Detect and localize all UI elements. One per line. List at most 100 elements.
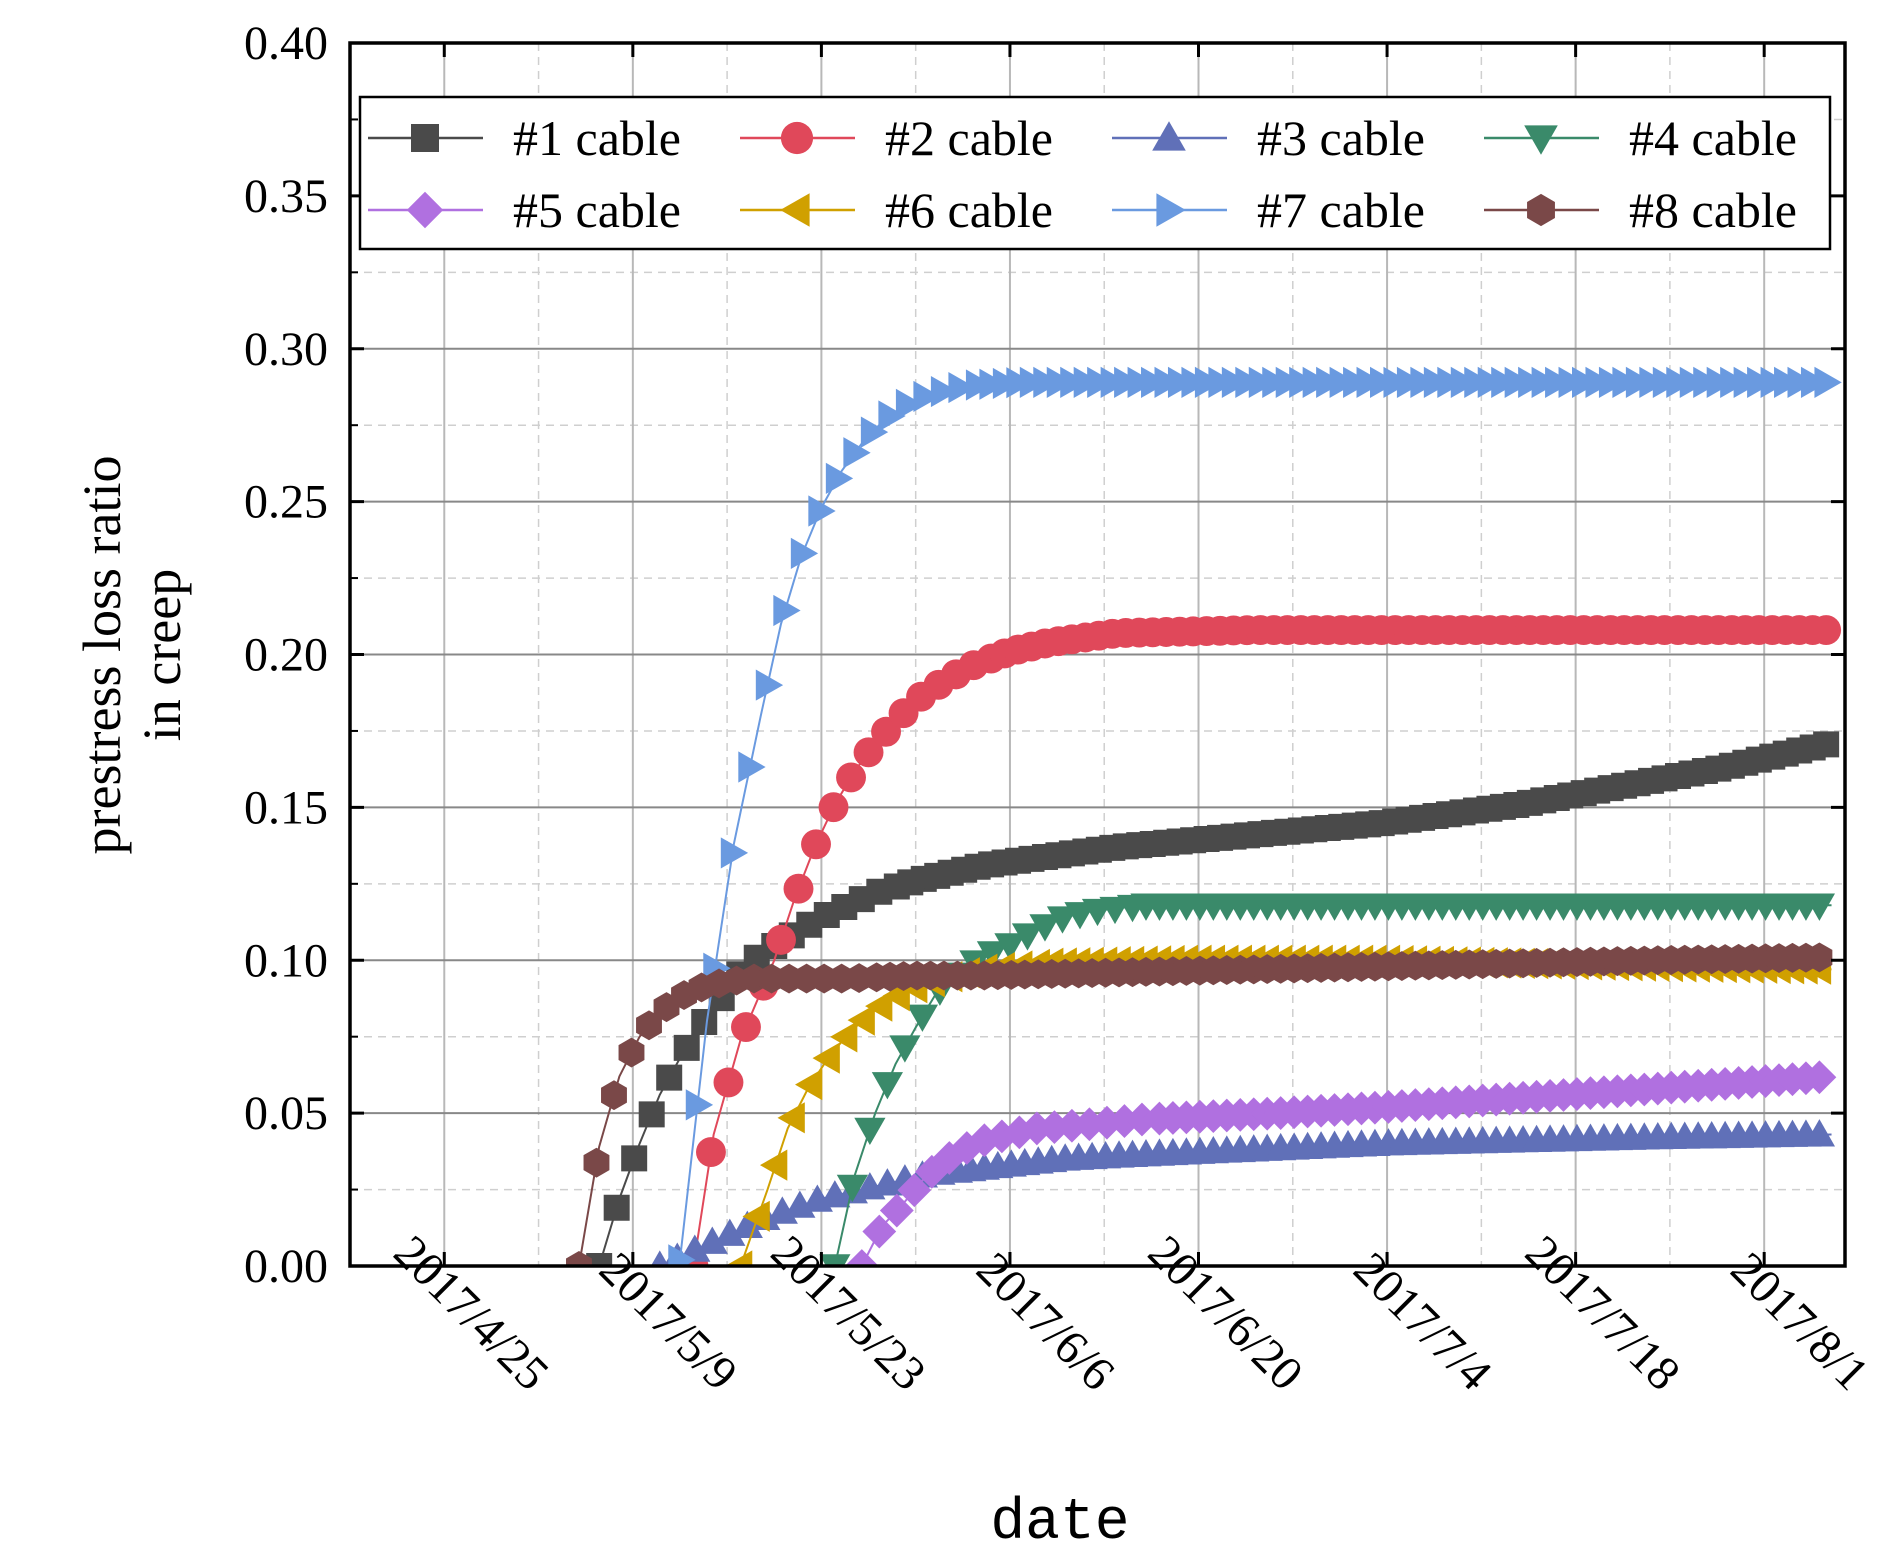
data-point [566, 1251, 592, 1266]
data-point [825, 462, 854, 494]
y-tick-label: 0.35 [244, 170, 328, 223]
legend-item-5: #5 cable [368, 182, 681, 238]
legend-marker [1524, 125, 1558, 155]
y-tick-label: 0.40 [244, 17, 328, 70]
data-point [830, 1021, 858, 1053]
legend-marker [1527, 193, 1555, 227]
data-point [967, 1123, 1002, 1158]
y-tick-label: 0.10 [244, 934, 328, 987]
data-point [777, 1102, 805, 1134]
data-point [948, 371, 976, 404]
data-point [790, 537, 819, 569]
legend-item-6: #6 cable [740, 182, 1053, 238]
series-cable-4 [819, 893, 1836, 1266]
data-point [808, 495, 836, 527]
data-point [713, 1067, 744, 1098]
data-point [913, 380, 941, 413]
y-tick-label: 0.15 [244, 781, 328, 834]
data-point [801, 829, 831, 860]
legend-label: #6 cable [885, 182, 1053, 238]
y-axis-title: prestress loss ratio in creep [72, 456, 192, 855]
data-point [836, 1174, 868, 1203]
data-point [773, 594, 801, 627]
y-axis-title-line-1: prestress loss ratio [72, 456, 132, 855]
legend-marker [1152, 121, 1186, 151]
series-cable-8 [566, 942, 1833, 1266]
legend-label: #1 cable [513, 110, 681, 166]
data-point [714, 1218, 746, 1246]
series-cable-5 [844, 1060, 1837, 1266]
data-point [724, 1250, 753, 1266]
data-point [783, 873, 814, 904]
legend-marker [411, 124, 439, 152]
data-point [621, 1145, 648, 1172]
data-point [843, 437, 871, 469]
legend-box [358, 95, 1832, 251]
y-tick-label: 0.05 [244, 1087, 328, 1140]
legend-item-3: #3 cable [1112, 110, 1425, 166]
series-layer [566, 366, 1842, 1266]
data-point [738, 751, 766, 783]
data-point [586, 1253, 613, 1266]
data-point [865, 990, 893, 1022]
data-point [860, 416, 889, 448]
data-point [795, 1068, 823, 1101]
data-point [844, 1249, 879, 1266]
y-tick-label: 0.25 [244, 476, 328, 529]
y-tick-label: 0.20 [244, 629, 328, 682]
data-point [583, 1147, 610, 1178]
legend-label: #3 cable [1257, 110, 1425, 166]
data-point [668, 1244, 696, 1266]
legend: #1 cable #2 cable #3 cable #4 cable #5 cable… [358, 95, 1832, 251]
series-cable-7 [668, 366, 1842, 1266]
data-point [679, 1234, 711, 1262]
data-point [879, 1193, 914, 1228]
legend-label: #5 cable [513, 182, 681, 238]
data-point [1802, 1060, 1837, 1095]
data-point [836, 762, 866, 793]
legend-marker [1156, 193, 1186, 227]
data-point [895, 388, 924, 420]
data-point [673, 1034, 700, 1061]
legend-item-8: #8 cable [1484, 182, 1797, 238]
data-point [731, 1012, 761, 1042]
data-point [819, 1254, 851, 1266]
data-point [818, 792, 849, 823]
data-point [638, 1101, 665, 1128]
data-point [731, 1210, 763, 1238]
data-point [862, 1214, 897, 1249]
x-axis-title: date [990, 1491, 1129, 1556]
data-point [696, 1226, 728, 1254]
data-point [930, 375, 959, 408]
data-point [1107, 1104, 1142, 1138]
data-point [976, 941, 1009, 969]
data-point [812, 1042, 840, 1074]
data-point [914, 1154, 949, 1189]
data-point [1813, 731, 1840, 758]
data-point [1803, 1119, 1836, 1147]
legend-marker [406, 191, 444, 229]
data-point [696, 1137, 726, 1168]
data-point [1029, 914, 1061, 942]
y-axis-title-line-2: in creep [132, 569, 192, 741]
series-cable-2 [678, 615, 1842, 1266]
legend-label: #2 cable [885, 110, 1053, 166]
legend-item-2: #2 cable [740, 110, 1053, 166]
data-point [853, 737, 884, 768]
data-point [1002, 1115, 1037, 1150]
data-point [618, 1037, 645, 1068]
data-point [685, 1089, 714, 1121]
data-point [720, 837, 749, 869]
legend-label: #7 cable [1257, 182, 1425, 238]
legend-item-4: #4 cable [1484, 110, 1797, 166]
data-point [984, 1119, 1019, 1154]
legend-label: #8 cable [1629, 182, 1797, 238]
data-point [1803, 893, 1836, 921]
data-point [994, 933, 1026, 961]
legend-item-7: #7 cable [1112, 182, 1425, 238]
data-point [932, 1141, 967, 1175]
data-point [878, 400, 906, 432]
data-point [760, 1149, 788, 1181]
data-point [1046, 906, 1079, 934]
